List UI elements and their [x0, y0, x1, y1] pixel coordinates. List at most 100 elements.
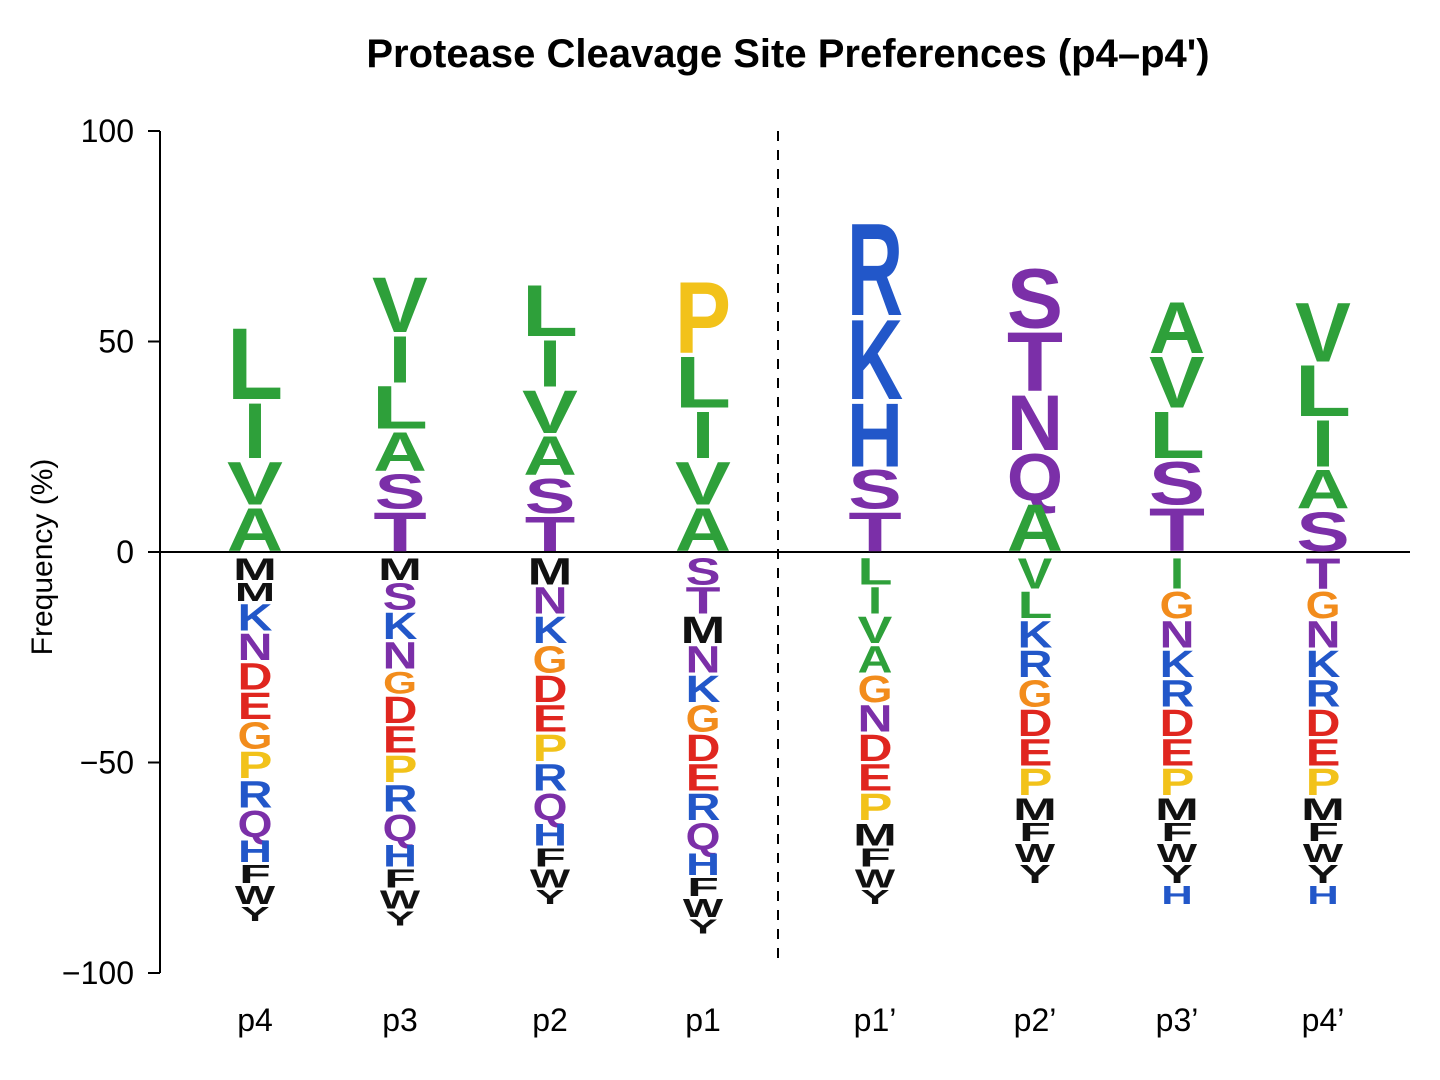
logo-letter-s: S [375, 464, 426, 520]
logo-letter-s: S [1149, 449, 1205, 518]
logo-letter-group: F [384, 864, 416, 893]
logo-letter-group: G [533, 638, 568, 681]
logo-letter-i: I [243, 388, 266, 476]
logo-letter-l: L [227, 307, 283, 422]
logo-letter-q: Q [238, 802, 273, 845]
logo-letter-v: V [372, 261, 428, 349]
logo-letter-group: Q [383, 806, 418, 849]
logo-letter-r: R [533, 757, 568, 799]
position-labels: p4 p3 p2 p1 p1’ p2’ p3’ p4’ [237, 1002, 1344, 1038]
logo-letter-t: T [686, 580, 721, 622]
logo-letter-group: K [533, 610, 568, 652]
logo-letter-k: K [1018, 614, 1053, 656]
logo-letter-g: G [1160, 583, 1195, 626]
logo-letter-w: W [855, 865, 896, 894]
y-axis-label: Frequency (%) [26, 459, 59, 656]
logo-letter-group: A [523, 425, 576, 487]
logo-letter-group: Y [1161, 860, 1193, 889]
logo-letter-group: P [858, 786, 893, 828]
logo-letter-group: F [1019, 818, 1051, 847]
logo-letter-group: Q [533, 785, 568, 828]
logo-letter-q: Q [686, 815, 721, 858]
logo-letter-t: T [1149, 495, 1205, 564]
logo-letter-group: M [1301, 792, 1345, 827]
y-tick-label: 0 [116, 534, 134, 570]
logo-letter-group: S [1296, 501, 1349, 563]
logo-letter-group: G [1306, 583, 1341, 626]
logo-letter-s: S [1296, 501, 1349, 563]
logo-letter-group: D [1018, 703, 1053, 745]
y-tick-label: 50 [98, 324, 134, 360]
logo-letter-group: P [1306, 761, 1341, 803]
position-label: p3 [382, 1002, 418, 1038]
logo-letter-group: V [227, 449, 283, 517]
logo-letter-p: P [675, 260, 731, 375]
logo-letter-f: F [239, 860, 271, 889]
logo-letter-group: E [1160, 731, 1195, 773]
logo-letter-n: N [1306, 614, 1341, 656]
logo-letter-m: M [1155, 792, 1199, 827]
logo-letter-a: A [1007, 491, 1063, 566]
logo-letter-group: D [383, 690, 418, 732]
logo-letter-h: H [1161, 880, 1193, 910]
logo-letter-i: I [868, 579, 882, 622]
logo-letter-group: K [686, 669, 721, 711]
logo-letter-d: D [383, 690, 418, 732]
logo-letter-group: W [235, 881, 276, 910]
logo-letter-group: T [525, 506, 576, 561]
logo-letter-group: D [858, 728, 893, 770]
logo-letter-group: K [238, 597, 273, 639]
logo-letter-group: F [534, 843, 566, 872]
logo-letter-k: K [847, 296, 903, 423]
logo-letter-r: R [1160, 673, 1195, 715]
logo-letter-group: F [239, 860, 271, 889]
logo-letter-t: T [1306, 549, 1341, 598]
logo-letter-group: T [848, 502, 901, 563]
logo-letter-group: N [1160, 614, 1195, 656]
logo-letter-group: W [1157, 839, 1198, 868]
logo-letter-group: M [681, 609, 726, 651]
logo-letter-group: L [522, 270, 578, 352]
logo-letter-k: K [383, 606, 418, 648]
logo-letter-a: A [675, 496, 731, 564]
logo-letter-group: I [691, 398, 714, 473]
logo-letter-group: H [383, 838, 417, 874]
logo-letter-y: Y [385, 907, 415, 930]
logo-letter-group: N [238, 627, 273, 669]
logo-letter-group: G [686, 697, 721, 740]
logo-letter-r: R [1306, 673, 1341, 715]
logo-letter-group: Q [686, 815, 721, 858]
logo-letter-r: R [686, 787, 721, 829]
logo-letter-group: D [238, 656, 273, 698]
logo-letter-group: K [1160, 644, 1195, 686]
logo-letter-r: R [383, 778, 418, 820]
logo-letter-a: A [1296, 459, 1349, 521]
logo-letter-i: I [538, 326, 561, 401]
logo-letter-group: H [686, 846, 720, 882]
logo-letter-group: F [1161, 818, 1193, 847]
logo-letter-group: D [1160, 703, 1195, 745]
logo-letter-n: N [383, 635, 418, 677]
logo-letter-group: R [383, 778, 418, 820]
logo-letter-group: I [1311, 406, 1334, 481]
logo-letter-d: D [1306, 703, 1341, 745]
logo-letter-w: W [1157, 839, 1198, 868]
logo-letter-h: H [238, 834, 272, 870]
logo-letter-group: L [372, 373, 428, 442]
logo-letter-group: K [1018, 614, 1053, 656]
logo-letter-group: E [686, 757, 721, 799]
position-label: p4 [237, 1002, 273, 1038]
logo-letter-w: W [1303, 839, 1344, 868]
logo-letter-g: G [1018, 672, 1053, 715]
logo-letter-group: A [1149, 287, 1205, 368]
logo-letter-v: V [1149, 342, 1205, 424]
logo-letter-group: W [530, 865, 571, 894]
logo-letter-group: A [858, 640, 893, 682]
logo-letter-r: R [238, 774, 273, 816]
logo-letter-f: F [1019, 818, 1051, 847]
logo-letter-group: N [858, 698, 893, 740]
logo-letter-group: I [1170, 550, 1184, 599]
logo-letter-group: N [383, 635, 418, 677]
logo-letter-group: E [383, 719, 418, 761]
